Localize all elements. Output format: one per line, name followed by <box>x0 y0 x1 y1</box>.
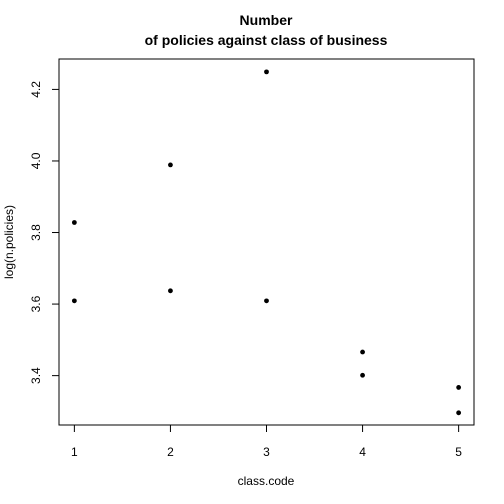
data-points <box>71 69 462 416</box>
chart-title-line-1: Number <box>240 12 293 28</box>
x-tick-label: 5 <box>455 445 462 459</box>
y-tick-label: 3.6 <box>29 295 43 312</box>
plot-frame <box>58 58 475 426</box>
x-tick-label: 2 <box>167 445 174 459</box>
data-point <box>360 372 365 378</box>
data-point <box>264 69 269 75</box>
x-axis-label: class.code <box>238 474 295 488</box>
data-point <box>168 288 173 294</box>
x-axis: 1 2 3 4 5 <box>71 424 462 459</box>
x-tick-label: 3 <box>263 445 270 459</box>
y-tick-label: 3.4 <box>29 367 43 384</box>
data-point <box>71 298 77 304</box>
data-point <box>71 220 77 225</box>
y-axis-label: log(n.policies) <box>2 205 16 279</box>
chart-title-line-2: of policies against class of business <box>145 32 388 48</box>
data-point <box>456 385 462 390</box>
y-tick-label: 4.2 <box>29 81 43 98</box>
data-point <box>168 162 173 168</box>
data-point <box>264 298 269 304</box>
y-tick-label: 4.0 <box>29 152 43 169</box>
x-tick-label: 4 <box>359 445 366 459</box>
x-tick-label: 1 <box>71 445 78 459</box>
y-tick-label: 3.8 <box>29 224 43 241</box>
data-point <box>456 410 462 416</box>
data-point <box>360 349 365 355</box>
y-axis: 3.4 3.6 3.8 4.0 4.2 <box>29 81 60 384</box>
